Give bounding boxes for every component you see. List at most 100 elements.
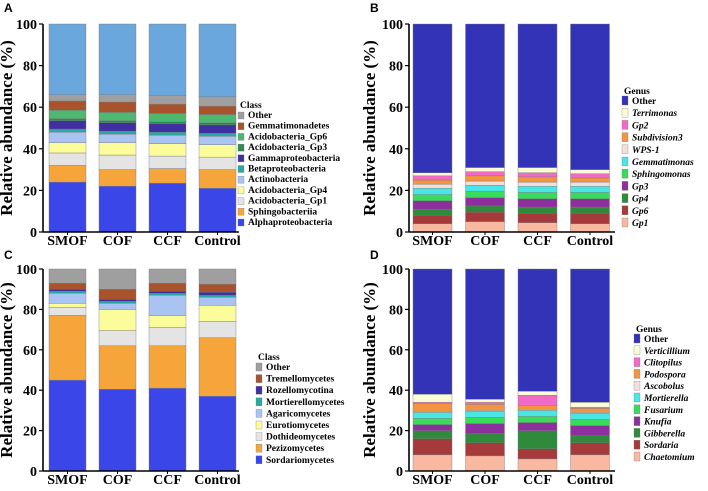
legend-swatch xyxy=(237,197,245,205)
bar-segment-smof-gp6 xyxy=(412,215,453,224)
bar-segment-cof-sphingomonas xyxy=(465,191,505,198)
bar-segment-control-gp2 xyxy=(570,173,610,179)
bar-segment-control-knufia xyxy=(570,425,610,436)
legend-label: Ascobolus xyxy=(643,382,684,392)
legend-swatch xyxy=(255,444,263,453)
bar-segment-control-terrimonas xyxy=(570,169,610,174)
legend-swatch xyxy=(255,374,263,383)
bar-segment-smof-gibberella xyxy=(412,430,453,439)
bar-segment-smof-other xyxy=(48,268,87,284)
bar-segment-smof-podospora xyxy=(412,403,453,412)
bar-segment-cof-betaproteobacteria xyxy=(98,130,137,135)
bar-segment-control-fusarium xyxy=(570,419,610,426)
bar-segment-ccf-tremellomycetes xyxy=(148,282,187,292)
y-tick-label: 40 xyxy=(389,384,403,399)
bar-segment-control-acidobacteria-gp6 xyxy=(198,114,237,124)
bar-segment-cof-gammaproteobacteria xyxy=(98,122,137,132)
legend-swatch xyxy=(237,143,245,152)
bar-segment-smof-terrimonas xyxy=(412,172,453,177)
legend-swatch xyxy=(633,392,641,403)
legend-swatch xyxy=(621,205,629,215)
y-tick-label: 60 xyxy=(389,344,403,359)
bar-segment-control-gemmatimonas xyxy=(570,186,610,193)
legend: ClassOtherGemmatimonadetesAcidobacteria_… xyxy=(237,101,340,228)
bar-segment-ccf-acidobacteria-gp6 xyxy=(148,113,187,122)
legend-label: Terrimonas xyxy=(632,109,677,119)
bar-segment-ccf-sordariomycetes xyxy=(148,387,187,472)
bar-segment-cof-class-top xyxy=(98,23,137,95)
bar-segment-cof-agaricomycetes xyxy=(98,303,137,310)
bar-segment-ccf-other xyxy=(148,95,187,105)
legend-label: Gp1 xyxy=(632,219,648,229)
bar-segment-ccf-gemmatimonadetes xyxy=(148,103,187,114)
bar-segment-ccf-wps-1 xyxy=(517,181,558,187)
bar-segment-cof-eurotiomycetes xyxy=(98,309,137,331)
legend-label: Acidobacteria_Gp3 xyxy=(248,143,327,153)
bar-segment-smof-sordaria xyxy=(412,438,453,456)
legend-swatch xyxy=(255,397,263,406)
y-axis-label: Relative abundance (%) xyxy=(360,282,379,458)
bar-segment-ccf-gp6 xyxy=(517,213,558,223)
bar-segment-control-acidobacteria-gp1 xyxy=(198,156,237,170)
bar-segment-cof-other xyxy=(465,23,505,168)
bar-segment-cof-gibberella xyxy=(465,433,505,443)
bar-segment-ccf-betaproteobacteria xyxy=(148,131,187,136)
bar-segment-smof-actinobacteria xyxy=(48,131,87,143)
legend-swatch xyxy=(621,132,629,142)
bar-segment-control-subdivision3 xyxy=(570,177,610,183)
bar-segment-smof-gp3 xyxy=(412,200,453,210)
bar-segment-control-sphingomonas xyxy=(570,192,610,199)
bar-segment-control-gammaproteobacteria xyxy=(198,124,237,134)
bar-segment-smof-tremellomycetes xyxy=(48,282,87,290)
legend-swatch xyxy=(621,181,629,191)
bar-segment-smof-knufia xyxy=(412,424,453,431)
bar-segment-cof-acidobacteria-gp1 xyxy=(98,154,137,170)
bar-segment-ccf-eurotiomycetes xyxy=(148,315,187,328)
bar-segment-ccf-gp4 xyxy=(517,206,558,214)
bar-segment-control-verticillium xyxy=(570,402,610,408)
bar-segment-cof-subdivision3 xyxy=(465,175,505,182)
bar-segment-control-eurotiomycetes xyxy=(198,305,237,322)
bar-segment-ccf-sordaria xyxy=(517,448,558,460)
legend-swatch xyxy=(633,428,641,438)
legend-title: Genus xyxy=(636,325,662,335)
legend-swatch xyxy=(237,154,245,162)
bar-segment-ccf-alphaproteobacteria xyxy=(148,182,187,233)
bar-segment-ccf-other xyxy=(517,23,558,168)
bar-segment-cof-other xyxy=(465,268,505,400)
bar-segment-ccf-sphingobacteriia xyxy=(148,168,187,184)
bar-segment-cof-sphingobacteriia xyxy=(98,169,137,187)
y-axis-label: Relative abundance (%) xyxy=(0,40,16,216)
x-tick-label: Control xyxy=(194,473,241,488)
bar-segment-cof-other xyxy=(98,268,137,290)
legend-label: Gp3 xyxy=(632,182,649,192)
bar-segment-smof-betaproteobacteria xyxy=(48,128,87,133)
bar-segment-smof-gp4 xyxy=(412,208,453,216)
bar-segment-control-mortierella xyxy=(570,413,610,420)
y-tick-label: 100 xyxy=(16,18,37,33)
bar-segment-ccf-subdivision3 xyxy=(517,176,558,183)
bar-segment-smof-rozellomycotina xyxy=(48,289,87,292)
legend-label: Acidobacteria_Gp1 xyxy=(248,197,327,207)
bar-segment-ccf-terrimonas xyxy=(517,167,558,173)
bar-segment-control-rozellomycotina xyxy=(198,292,237,296)
legend-label: Acidobacteria_Gp6 xyxy=(248,132,327,142)
bar-segment-ccf-class-top xyxy=(148,23,187,96)
bar-segment-control-pezizomycetes xyxy=(198,337,237,397)
legend-label: Sordaria xyxy=(644,441,679,451)
bar-segment-cof-sordaria xyxy=(465,442,505,457)
y-tick-label: 100 xyxy=(382,18,403,33)
y-tick-label: 100 xyxy=(382,263,403,278)
bar-segment-smof-mortierellomycetes xyxy=(48,291,87,294)
bar-segment-smof-verticillium xyxy=(412,394,453,403)
bar-segment-ccf-podospora xyxy=(517,405,558,410)
legend-title: Class xyxy=(240,101,262,111)
bar-segment-smof-class-top xyxy=(48,23,87,95)
bar-segment-ccf-mortierella xyxy=(517,410,558,417)
x-tick-label: SMOF xyxy=(47,473,87,488)
bar-segment-ccf-knufia xyxy=(517,422,558,431)
bar-segment-ccf-other xyxy=(517,268,558,392)
